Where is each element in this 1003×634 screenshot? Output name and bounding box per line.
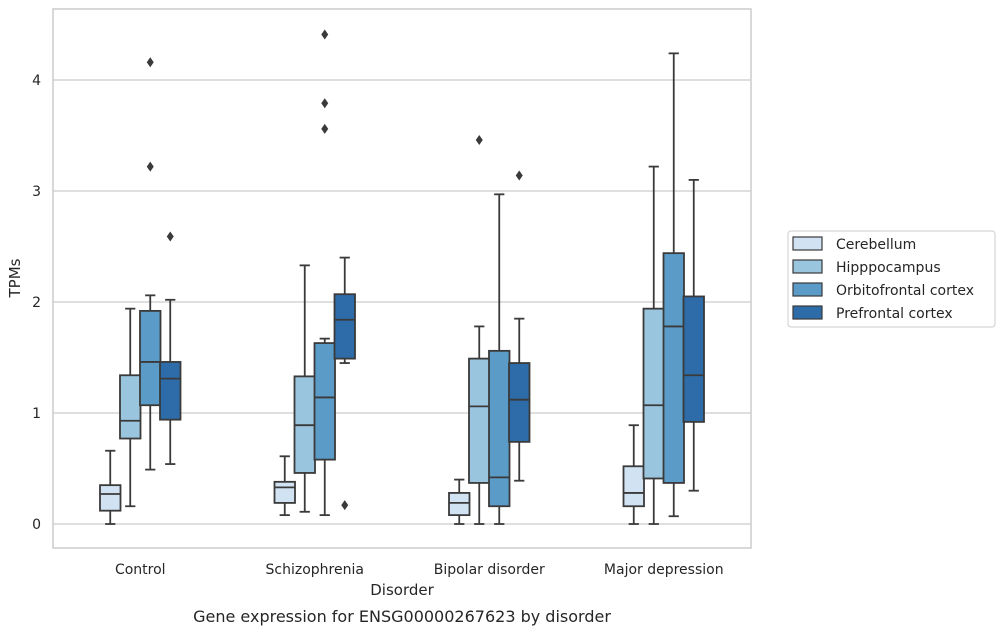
x-tick-label: Control — [115, 562, 166, 578]
legend-swatch — [792, 282, 823, 297]
outlier-point — [146, 57, 154, 68]
outlier-point — [321, 98, 329, 109]
box — [662, 252, 685, 484]
y-tick-label: 4 — [32, 73, 41, 89]
outlier-point — [321, 29, 329, 40]
legend-label: Cerebellum — [836, 237, 916, 253]
y-tick-labels: 0 1 2 3 4 — [32, 73, 41, 533]
outlier-point — [146, 161, 154, 172]
box — [488, 349, 511, 508]
box — [333, 293, 356, 360]
x-tick-labels: Control Schizophrenia Bipolar disorder Majo… — [115, 562, 724, 578]
box — [99, 484, 122, 512]
outlier-point — [321, 123, 329, 134]
x-axis-title: Disorder — [370, 581, 434, 599]
boxes-layer — [99, 29, 705, 525]
x-tick-label: Schizophrenia — [266, 562, 364, 578]
box — [313, 342, 336, 461]
legend-swatch — [792, 259, 823, 274]
box — [508, 362, 531, 443]
outlier-point — [475, 134, 483, 145]
x-tick-label: Bipolar disorder — [434, 562, 545, 578]
box — [468, 357, 491, 484]
y-tick-label: 0 — [32, 517, 41, 533]
legend: Cerebellum Hipppocampus Orbitofrontal cort… — [787, 230, 996, 328]
box — [642, 307, 665, 480]
outlier-point — [166, 231, 174, 242]
legend-swatch — [792, 305, 823, 320]
chart-caption: Gene expression for ENSG00000267623 by d… — [193, 607, 611, 626]
y-axis-title: TPMs — [6, 258, 24, 298]
plot-area — [52, 8, 752, 549]
box — [622, 465, 645, 508]
outlier-point — [341, 500, 349, 511]
outlier-point — [515, 170, 523, 181]
box — [448, 492, 471, 517]
legend-label: Hipppocampus — [836, 260, 941, 276]
box — [119, 374, 142, 440]
y-tick-label: 1 — [32, 406, 41, 422]
box — [682, 295, 705, 423]
y-tick-label: 2 — [32, 295, 41, 311]
legend-label: Prefrontal cortex — [836, 306, 953, 322]
legend-frame — [787, 230, 996, 328]
x-tick-label: Major depression — [604, 562, 724, 578]
legend-label: Orbitofrontal cortex — [836, 283, 974, 299]
box — [139, 309, 162, 407]
box — [159, 361, 182, 421]
box — [273, 480, 296, 504]
legend-swatch — [792, 236, 823, 251]
y-tick-label: 3 — [32, 184, 41, 200]
